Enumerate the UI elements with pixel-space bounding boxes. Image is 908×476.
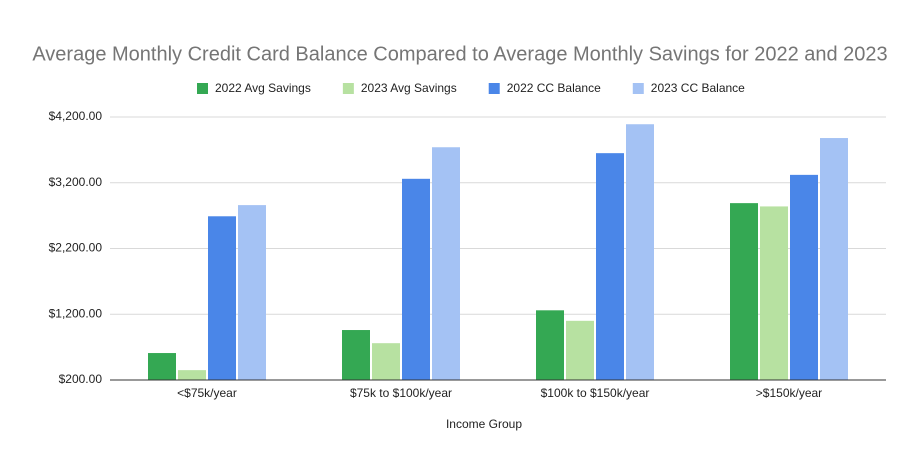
bar xyxy=(820,138,848,380)
y-tick-label: $2,200.00 xyxy=(49,241,103,255)
bar xyxy=(790,174,818,380)
bar xyxy=(566,320,594,380)
x-tick-label: <$75k/year xyxy=(177,386,237,400)
y-tick-label: $4,200.00 xyxy=(49,109,103,123)
bar xyxy=(536,310,564,380)
bar xyxy=(596,153,624,380)
y-tick-label: $200.00 xyxy=(59,372,103,386)
legend-swatch xyxy=(632,83,644,94)
chart-title: Average Monthly Credit Card Balance Comp… xyxy=(32,43,887,65)
legend-label: 2022 Avg Savings xyxy=(215,81,311,95)
legend-swatch xyxy=(488,83,500,94)
bar xyxy=(148,353,176,380)
y-tick-label: $1,200.00 xyxy=(49,306,103,320)
legend-label: 2023 Avg Savings xyxy=(361,81,457,95)
bar xyxy=(730,203,758,380)
y-tick-label: $3,200.00 xyxy=(49,175,103,189)
bar xyxy=(208,216,236,380)
legend-swatch xyxy=(197,83,208,94)
bar xyxy=(402,178,430,380)
bar xyxy=(626,124,654,380)
bar xyxy=(432,147,460,380)
bar xyxy=(372,343,400,380)
legend-label: 2022 CC Balance xyxy=(507,81,601,95)
x-tick-label: $75k to $100k/year xyxy=(350,386,452,400)
bar xyxy=(238,205,266,380)
bar xyxy=(760,206,788,380)
x-axis-title: Income Group xyxy=(446,417,522,431)
bar xyxy=(178,370,206,380)
x-tick-label: >$150k/year xyxy=(756,386,822,400)
legend-swatch xyxy=(342,83,354,94)
legend-label: 2023 CC Balance xyxy=(651,81,745,95)
x-tick-label: $100k to $150k/year xyxy=(541,386,650,400)
bar xyxy=(342,330,370,380)
